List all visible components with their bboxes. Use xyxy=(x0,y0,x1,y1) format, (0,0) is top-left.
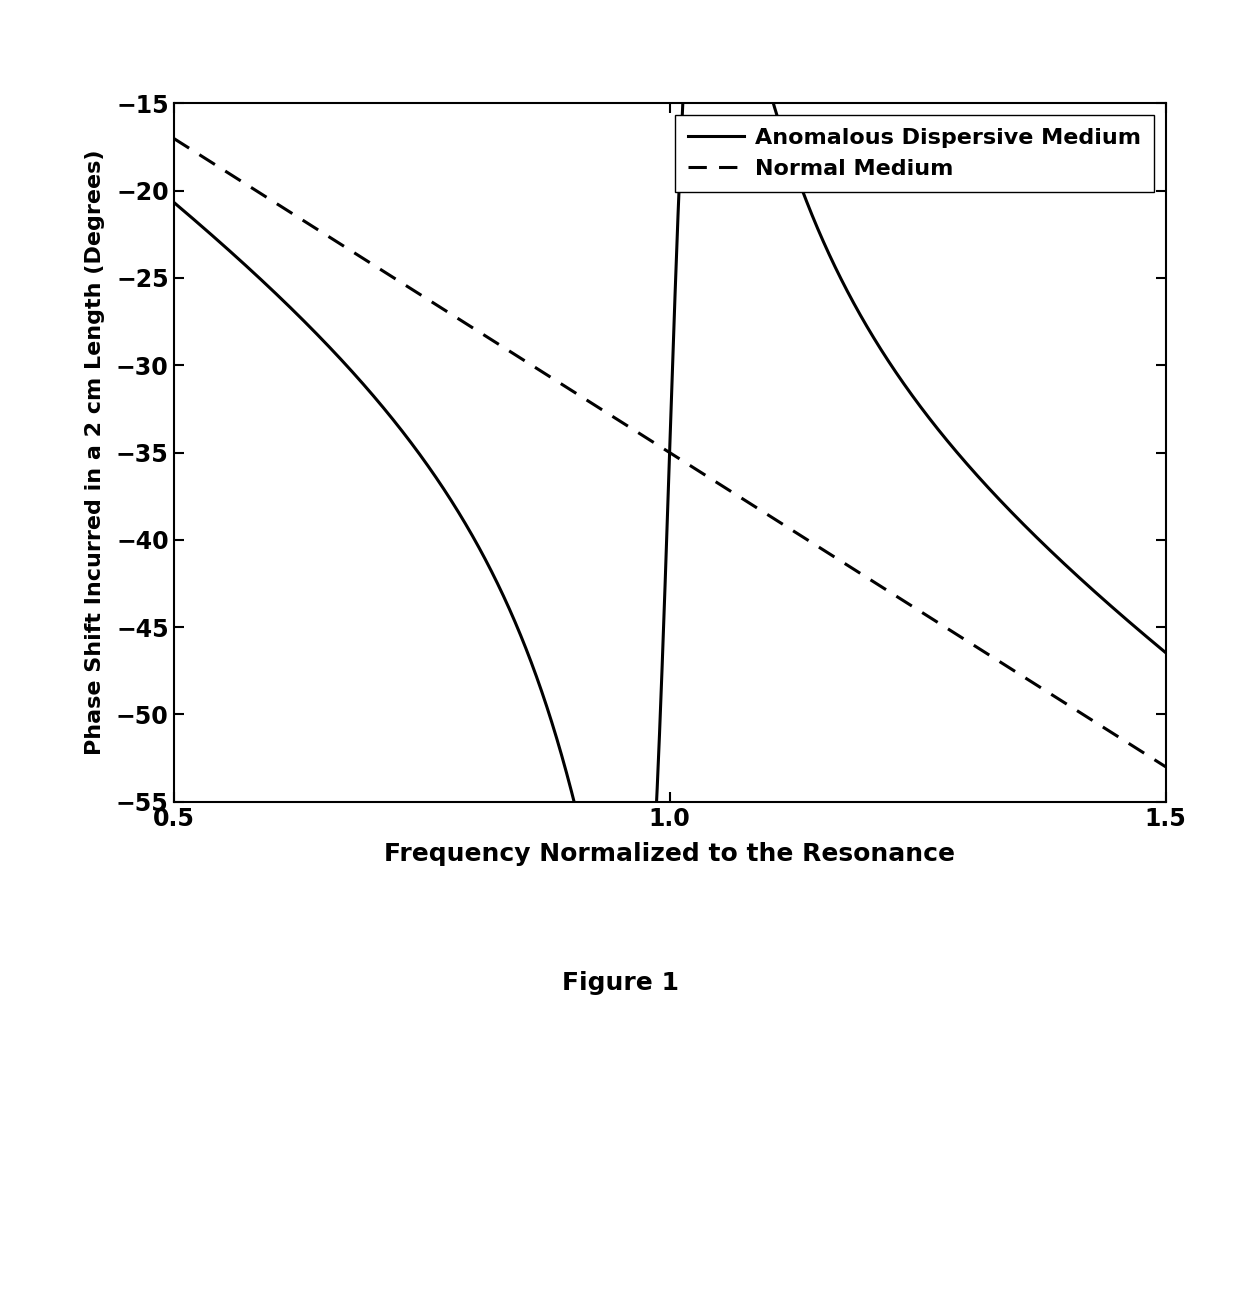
Normal Medium xyxy=(1032,679,1047,694)
Line: Normal Medium: Normal Medium xyxy=(174,138,1166,767)
Anomalous Dispersive Medium xyxy=(166,194,181,209)
Normal Medium xyxy=(279,202,294,217)
Normal Medium xyxy=(1158,759,1173,775)
Y-axis label: Phase Shift Incurred in a 2 cm Length (Degrees): Phase Shift Incurred in a 2 cm Length (D… xyxy=(84,150,105,755)
Normal Medium xyxy=(1138,746,1153,762)
Anomalous Dispersive Medium xyxy=(625,1020,640,1036)
X-axis label: Frequency Normalized to the Resonance: Frequency Normalized to the Resonance xyxy=(384,842,955,865)
Normal Medium xyxy=(547,371,562,387)
Normal Medium xyxy=(166,131,181,146)
Line: Anomalous Dispersive Medium: Anomalous Dispersive Medium xyxy=(174,0,1166,1028)
Anomalous Dispersive Medium xyxy=(1158,645,1173,661)
Legend: Anomalous Dispersive Medium, Normal Medium: Anomalous Dispersive Medium, Normal Medi… xyxy=(675,115,1154,193)
Anomalous Dispersive Medium xyxy=(1140,630,1154,645)
Anomalous Dispersive Medium xyxy=(279,296,294,312)
Anomalous Dispersive Medium xyxy=(589,893,604,909)
Anomalous Dispersive Medium xyxy=(1033,533,1048,548)
Normal Medium xyxy=(339,239,353,255)
Text: Figure 1: Figure 1 xyxy=(562,971,678,994)
Anomalous Dispersive Medium xyxy=(547,721,562,737)
Anomalous Dispersive Medium xyxy=(339,357,353,372)
Normal Medium xyxy=(589,398,604,414)
